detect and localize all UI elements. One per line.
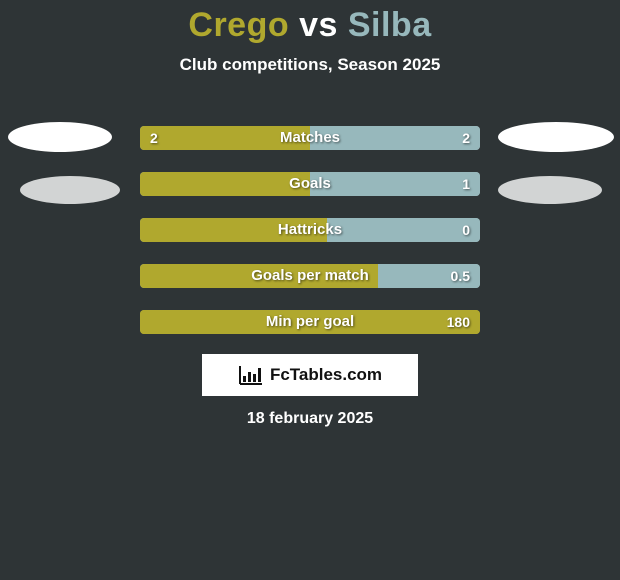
stat-row: Goals1 [140, 172, 480, 196]
stat-fill-right [310, 126, 480, 150]
stat-row: Min per goal180 [140, 310, 480, 334]
stat-fill-left [140, 218, 327, 242]
title: Crego vs Silba [0, 0, 620, 45]
stat-fill-right [310, 172, 480, 196]
stat-fill-left [140, 264, 378, 288]
stat-row: Matches22 [140, 126, 480, 150]
stat-value-right: 0.5 [451, 264, 470, 288]
subtitle: Club competitions, Season 2025 [0, 55, 620, 75]
title-player-b: Silba [348, 6, 432, 44]
comparison-infographic: Crego vs Silba Club competitions, Season… [0, 0, 620, 580]
stat-value-right: 1 [462, 172, 470, 196]
stat-value-right: 2 [462, 126, 470, 150]
stat-fill-left [140, 126, 310, 150]
title-vs: vs [299, 6, 338, 44]
stat-value-right: 0 [462, 218, 470, 242]
stat-bars: Matches22Goals1Hattricks0Goals per match… [140, 126, 480, 356]
stat-row: Hattricks0 [140, 218, 480, 242]
stat-fill-left [140, 172, 310, 196]
oval-right-top [498, 122, 614, 152]
stat-fill-left [140, 310, 480, 334]
oval-left-top [8, 122, 112, 152]
oval-left-bot [20, 176, 120, 204]
oval-right-bot [498, 176, 602, 204]
stat-value-right: 180 [447, 310, 470, 334]
bar-chart-icon [238, 364, 264, 386]
stat-value-left: 2 [150, 126, 158, 150]
logo-box: FcTables.com [202, 354, 418, 396]
stat-row: Goals per match0.5 [140, 264, 480, 288]
title-player-a: Crego [188, 6, 289, 44]
date: 18 february 2025 [0, 410, 620, 428]
logo-text: FcTables.com [270, 365, 382, 385]
stat-fill-right [327, 218, 480, 242]
